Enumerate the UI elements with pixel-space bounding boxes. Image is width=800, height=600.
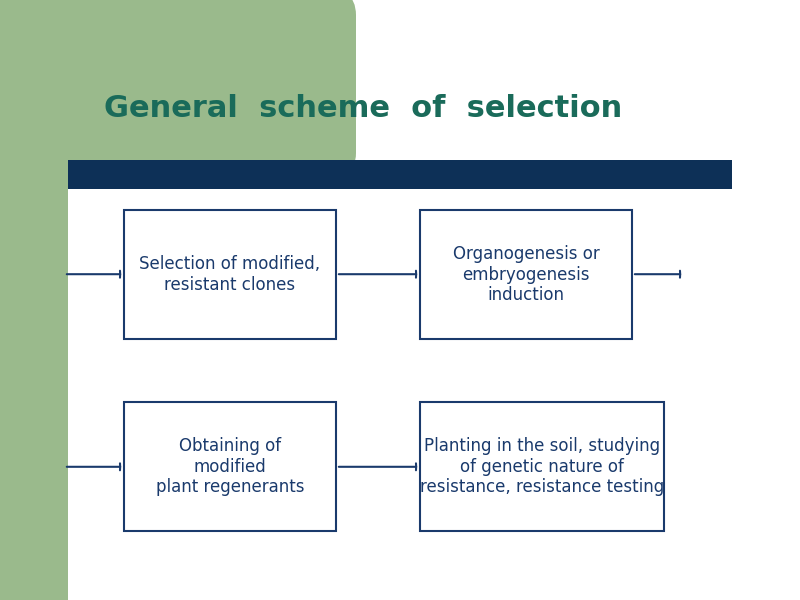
Bar — [420, 210, 632, 339]
Text: Organogenesis or
embryogenesis
induction: Organogenesis or embryogenesis induction — [453, 245, 599, 304]
Bar — [124, 210, 336, 339]
Text: Obtaining of
modified
plant regenerants: Obtaining of modified plant regenerants — [156, 437, 304, 496]
Bar — [68, 160, 732, 189]
Text: General  scheme  of  selection: General scheme of selection — [104, 94, 622, 122]
Bar — [420, 402, 664, 531]
Text: Planting in the soil, studying
of genetic nature of
resistance, resistance testi: Planting in the soil, studying of geneti… — [420, 437, 664, 496]
Bar — [124, 402, 336, 531]
Text: Selection of modified,
resistant clones: Selection of modified, resistant clones — [139, 255, 321, 294]
FancyBboxPatch shape — [0, 0, 356, 183]
